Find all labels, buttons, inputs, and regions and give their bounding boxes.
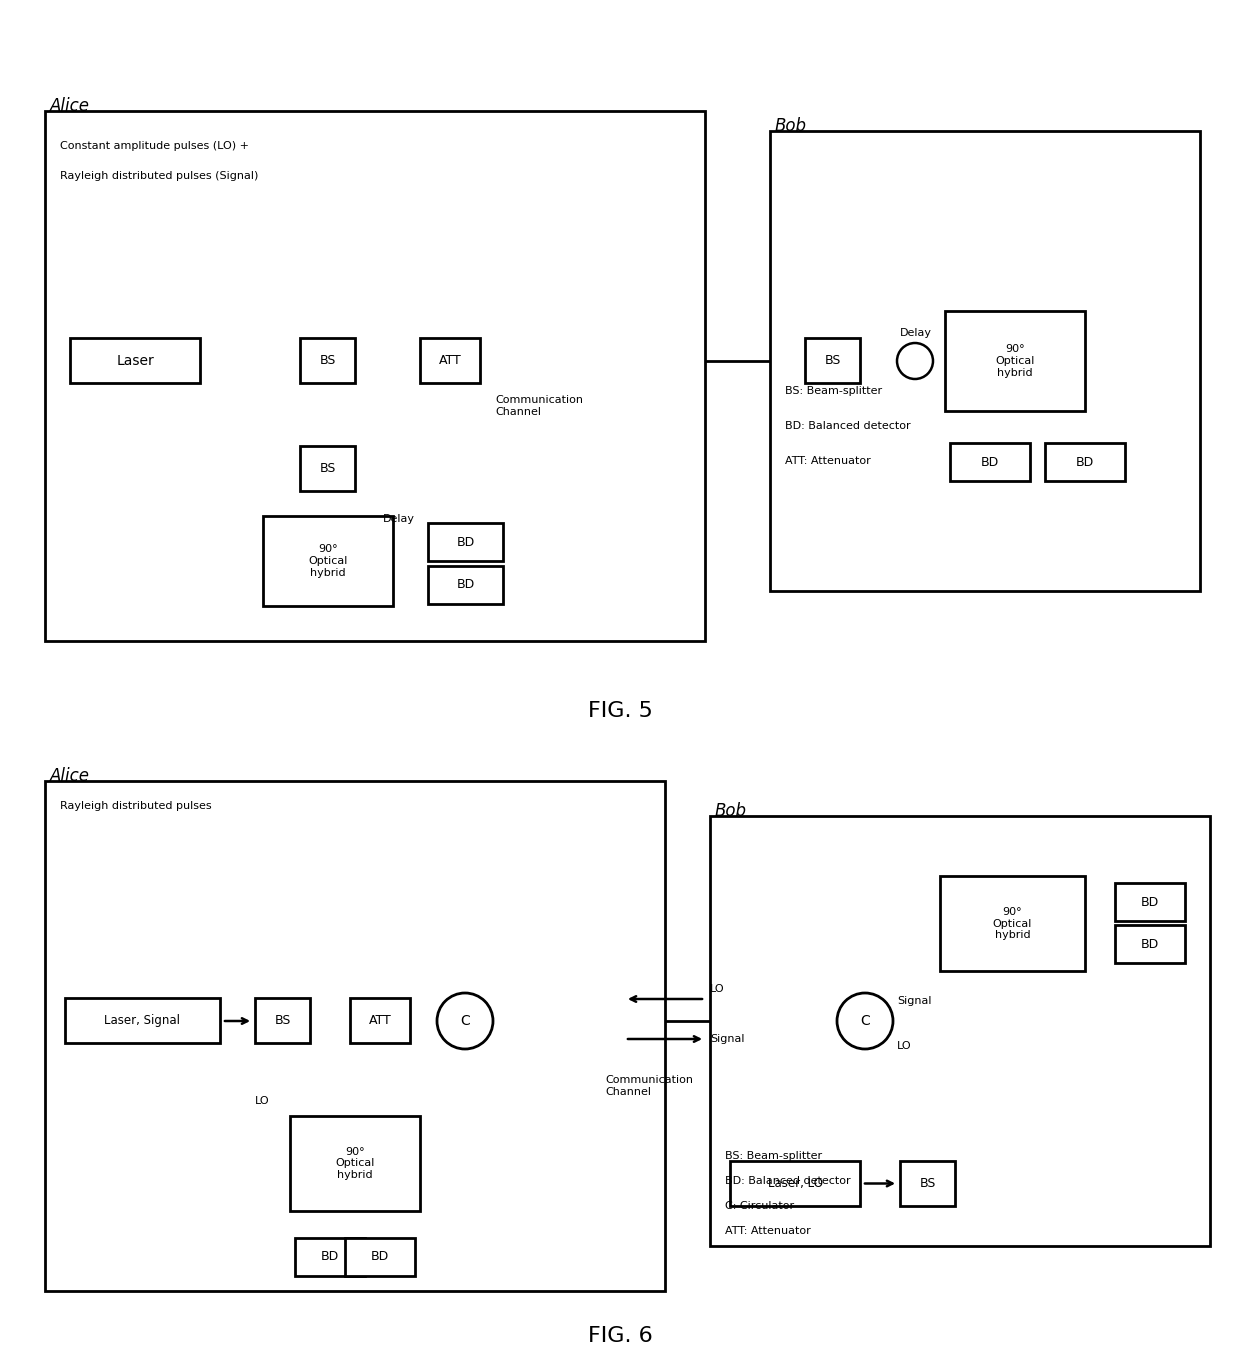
Text: Laser: Laser xyxy=(117,354,154,367)
Text: BS: BS xyxy=(274,1014,290,1028)
Bar xyxy=(290,1116,420,1211)
Text: 90°
Optical
hybrid: 90° Optical hybrid xyxy=(993,906,1032,940)
Text: FIG. 6: FIG. 6 xyxy=(588,1326,652,1346)
Text: C: C xyxy=(460,1014,470,1028)
Text: C: Circulator: C: Circulator xyxy=(725,1200,794,1211)
Bar xyxy=(69,338,200,382)
Bar xyxy=(730,1161,861,1206)
Bar xyxy=(805,338,861,382)
Text: Bob: Bob xyxy=(775,117,807,135)
Bar xyxy=(428,566,503,604)
Bar xyxy=(940,876,1085,970)
Bar xyxy=(420,338,480,382)
Text: Signal: Signal xyxy=(897,996,931,1006)
Text: BD: BD xyxy=(456,535,475,548)
Text: BS: Beam-splitter: BS: Beam-splitter xyxy=(725,1151,822,1161)
Text: Laser, LO: Laser, LO xyxy=(768,1177,822,1190)
Bar xyxy=(300,338,355,382)
Text: Laser, Signal: Laser, Signal xyxy=(104,1014,181,1028)
Text: Delay: Delay xyxy=(382,514,414,524)
Text: BD: BD xyxy=(1141,938,1159,950)
Bar xyxy=(45,781,665,1292)
Text: BS: Beam-splitter: BS: Beam-splitter xyxy=(785,387,882,396)
Bar xyxy=(1045,442,1125,480)
Bar xyxy=(1115,883,1185,921)
Bar xyxy=(428,523,503,561)
Text: Constant amplitude pulses (LO) +: Constant amplitude pulses (LO) + xyxy=(60,142,249,151)
Bar xyxy=(770,131,1200,591)
Text: ATT: ATT xyxy=(439,354,461,367)
Text: FIG. 5: FIG. 5 xyxy=(588,701,652,721)
Bar xyxy=(345,1239,415,1277)
Text: Alice: Alice xyxy=(50,768,91,785)
Text: BD: BD xyxy=(1141,896,1159,909)
Text: LO: LO xyxy=(897,1041,911,1051)
Text: BD: BD xyxy=(1076,456,1094,468)
Text: 90°
Optical
hybrid: 90° Optical hybrid xyxy=(309,544,347,577)
Bar xyxy=(945,312,1085,411)
Text: ATT: ATT xyxy=(368,1014,392,1028)
Text: Communication
Channel: Communication Channel xyxy=(605,1075,693,1097)
Text: BD: BD xyxy=(981,456,999,468)
Bar xyxy=(263,516,393,606)
Text: ATT: Attenuator: ATT: Attenuator xyxy=(785,456,870,465)
Text: BS: BS xyxy=(320,461,336,475)
Text: Signal: Signal xyxy=(711,1034,744,1044)
Text: BS: BS xyxy=(320,354,336,367)
Text: Alice: Alice xyxy=(50,97,91,114)
Text: Communication
Channel: Communication Channel xyxy=(495,395,583,416)
Text: BS: BS xyxy=(919,1177,936,1190)
Text: Bob: Bob xyxy=(715,802,746,819)
Text: LO: LO xyxy=(255,1096,269,1106)
Text: Delay: Delay xyxy=(900,328,932,338)
Bar xyxy=(900,1161,955,1206)
Bar xyxy=(300,446,355,491)
Bar xyxy=(711,817,1210,1247)
Text: BD: Balanced detector: BD: Balanced detector xyxy=(725,1176,851,1185)
Text: BD: BD xyxy=(371,1251,389,1263)
Text: BD: BD xyxy=(321,1251,339,1263)
Text: Rayleigh distributed pulses (Signal): Rayleigh distributed pulses (Signal) xyxy=(60,171,258,181)
Text: C: C xyxy=(861,1014,870,1028)
Text: ATT: Attenuator: ATT: Attenuator xyxy=(725,1226,811,1236)
Text: 90°
Optical
hybrid: 90° Optical hybrid xyxy=(335,1147,374,1180)
Text: LO: LO xyxy=(711,984,724,994)
Text: 90°
Optical
hybrid: 90° Optical hybrid xyxy=(996,344,1034,377)
Text: Rayleigh distributed pulses: Rayleigh distributed pulses xyxy=(60,802,212,811)
Text: BD: Balanced detector: BD: Balanced detector xyxy=(785,421,910,431)
Text: BD: BD xyxy=(456,578,475,592)
Text: BS: BS xyxy=(825,354,841,367)
Bar xyxy=(350,998,410,1043)
Bar xyxy=(295,1239,365,1277)
Bar xyxy=(255,998,310,1043)
Bar xyxy=(1115,925,1185,964)
Bar xyxy=(45,112,706,641)
Bar xyxy=(950,442,1030,480)
Bar xyxy=(64,998,219,1043)
